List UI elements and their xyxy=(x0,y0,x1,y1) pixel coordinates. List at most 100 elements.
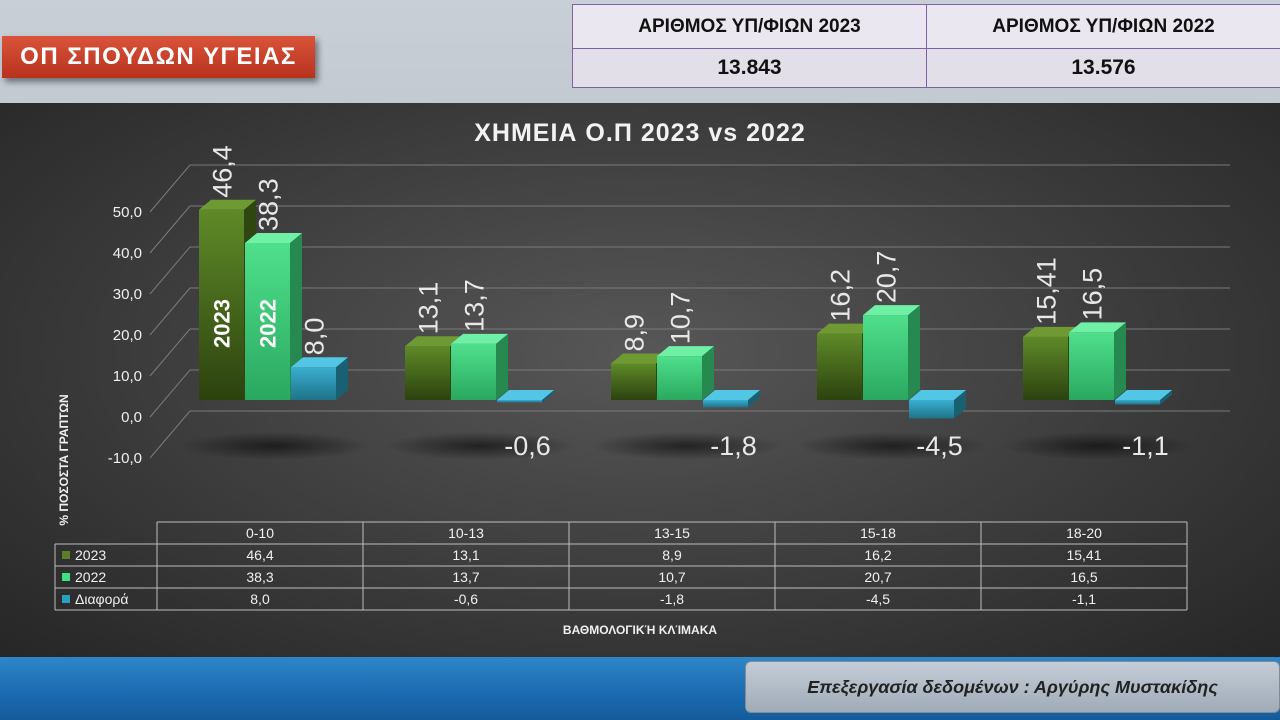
table-cell: 20,7 xyxy=(864,569,891,585)
y-tick-label: -10,0 xyxy=(108,450,142,467)
bar-shadow xyxy=(385,432,575,460)
bar-front xyxy=(703,400,748,408)
bar-front xyxy=(1023,336,1068,400)
bar-front xyxy=(199,209,244,400)
x-tick-label: 0-10 xyxy=(246,525,274,541)
bar-series2-18-20 xyxy=(1069,322,1126,400)
gridline-depth xyxy=(149,246,191,295)
table-cell: 16,5 xyxy=(1070,569,1097,585)
bar-front xyxy=(817,333,862,400)
bar-top xyxy=(817,323,874,334)
data-label: 16,5 xyxy=(1078,268,1108,321)
bar-side xyxy=(496,333,508,400)
chart-title: ΧΗΜΕΙΑ Ο.Π 2023 vs 2022 xyxy=(474,119,806,147)
bar-year-annotation: 2023 xyxy=(210,299,235,348)
data-label: 8,9 xyxy=(620,314,650,352)
bar-top xyxy=(909,390,966,400)
bar-front xyxy=(1115,400,1160,405)
table-cell: 16,2 xyxy=(864,547,891,563)
gridline-depth xyxy=(149,369,191,418)
bar-front xyxy=(657,356,702,400)
bar-top xyxy=(1069,322,1126,333)
table-cell: -4,5 xyxy=(866,591,890,607)
count-2023-label: ΑΡΙΘΜΟΣ ΥΠ/ΦΙΩΝ 2023 xyxy=(572,4,927,49)
bar-series2-0-10 xyxy=(245,232,302,400)
bar-series3-18-20 xyxy=(1115,390,1172,405)
bar-front xyxy=(245,242,290,400)
bar-series2-15-18 xyxy=(863,305,920,400)
data-label: -0,6 xyxy=(504,431,551,461)
bar-side xyxy=(1114,322,1126,400)
bar-top xyxy=(1115,390,1172,400)
x-tick-label: 13-15 xyxy=(654,525,690,541)
bar-shadow xyxy=(591,432,781,460)
bar-top xyxy=(863,305,920,316)
table-cell: 13,7 xyxy=(452,569,479,585)
bar-side xyxy=(954,390,966,419)
bar-side xyxy=(748,390,760,408)
legend-entry: 2023 xyxy=(75,547,106,563)
chart: ΧΗΜΕΙΑ Ο.Π 2023 vs 2022 % ΠΟΣΟΣΤΑ ΓΡΑΠΤΩ… xyxy=(54,119,1230,637)
data-label: -1,1 xyxy=(1122,431,1169,461)
table-cell: -1,8 xyxy=(660,591,684,607)
students-count-table: ΑΡΙΘΜΟΣ ΥΠ/ΦΙΩΝ 2023 ΑΡΙΘΜΟΣ ΥΠ/ΦΙΩΝ 202… xyxy=(572,4,1280,88)
bar-top xyxy=(1023,326,1080,337)
bar-front xyxy=(497,400,542,403)
bar-front xyxy=(863,315,908,400)
bar-series3-15-18 xyxy=(909,390,966,419)
bar-series2-10-13 xyxy=(451,333,508,400)
legend-entry: Διαφορά xyxy=(75,591,128,607)
table-cell: 38,3 xyxy=(246,569,273,585)
bar-top xyxy=(497,390,554,400)
table-cell: 13,1 xyxy=(452,547,479,563)
bar-year-annotation: 2022 xyxy=(256,299,281,348)
x-tick-label: 18-20 xyxy=(1066,525,1102,541)
bar-side xyxy=(290,232,302,400)
bar-front xyxy=(291,367,336,400)
table-cell: 46,4 xyxy=(246,547,273,563)
legend-entry: 2022 xyxy=(75,569,106,585)
gridline-depth xyxy=(149,164,191,213)
bar-side xyxy=(542,390,554,403)
data-label: 16,2 xyxy=(826,269,856,322)
count-2023-value: 13.843 xyxy=(572,48,927,88)
data-label: 13,1 xyxy=(414,282,444,335)
bar-top xyxy=(703,390,760,400)
table-cell: -0,6 xyxy=(454,591,478,607)
bar-side xyxy=(336,357,348,400)
y-tick-label: 20,0 xyxy=(113,327,142,344)
table-cell: -1,1 xyxy=(1072,591,1096,607)
y-tick-label: 0,0 xyxy=(121,409,142,426)
bar-top xyxy=(405,336,462,347)
bar-side xyxy=(908,305,920,400)
bar-shadow xyxy=(797,432,987,460)
bar-top xyxy=(451,333,508,344)
bar-front xyxy=(1069,332,1114,400)
bar-side xyxy=(1160,390,1172,405)
table-cell: 8,0 xyxy=(250,591,270,607)
bar-front xyxy=(405,346,450,400)
bar-top xyxy=(199,199,256,210)
data-label: 15,41 xyxy=(1032,257,1062,325)
bar-front xyxy=(451,343,496,400)
data-label: 8,0 xyxy=(300,318,330,356)
gridline-depth xyxy=(149,287,191,336)
legend-swatch xyxy=(62,551,70,559)
bar-side xyxy=(702,346,714,400)
data-label: 10,7 xyxy=(666,292,696,345)
data-label: 13,7 xyxy=(460,279,490,332)
table-cell: 10,7 xyxy=(658,569,685,585)
page-title: ΟΠ ΣΠΟΥΔΩΝ ΥΓΕΙΑΣ xyxy=(2,36,315,78)
y-tick-label: 30,0 xyxy=(113,286,142,303)
bar-front xyxy=(611,363,656,400)
y-axis-label: % ΠΟΣΟΣΤΑ ΓΡΑΠΤΩΝ xyxy=(57,394,71,525)
x-tick-label: 10-13 xyxy=(448,525,484,541)
count-2022-value: 13.576 xyxy=(926,48,1280,88)
gridline-depth xyxy=(149,328,191,377)
x-tick-label: 15-18 xyxy=(860,525,896,541)
bar-top xyxy=(245,232,302,243)
bar-top xyxy=(611,353,668,364)
bar-top xyxy=(291,357,348,368)
bar-series3-10-13 xyxy=(497,390,554,403)
legend-swatch xyxy=(62,595,70,603)
